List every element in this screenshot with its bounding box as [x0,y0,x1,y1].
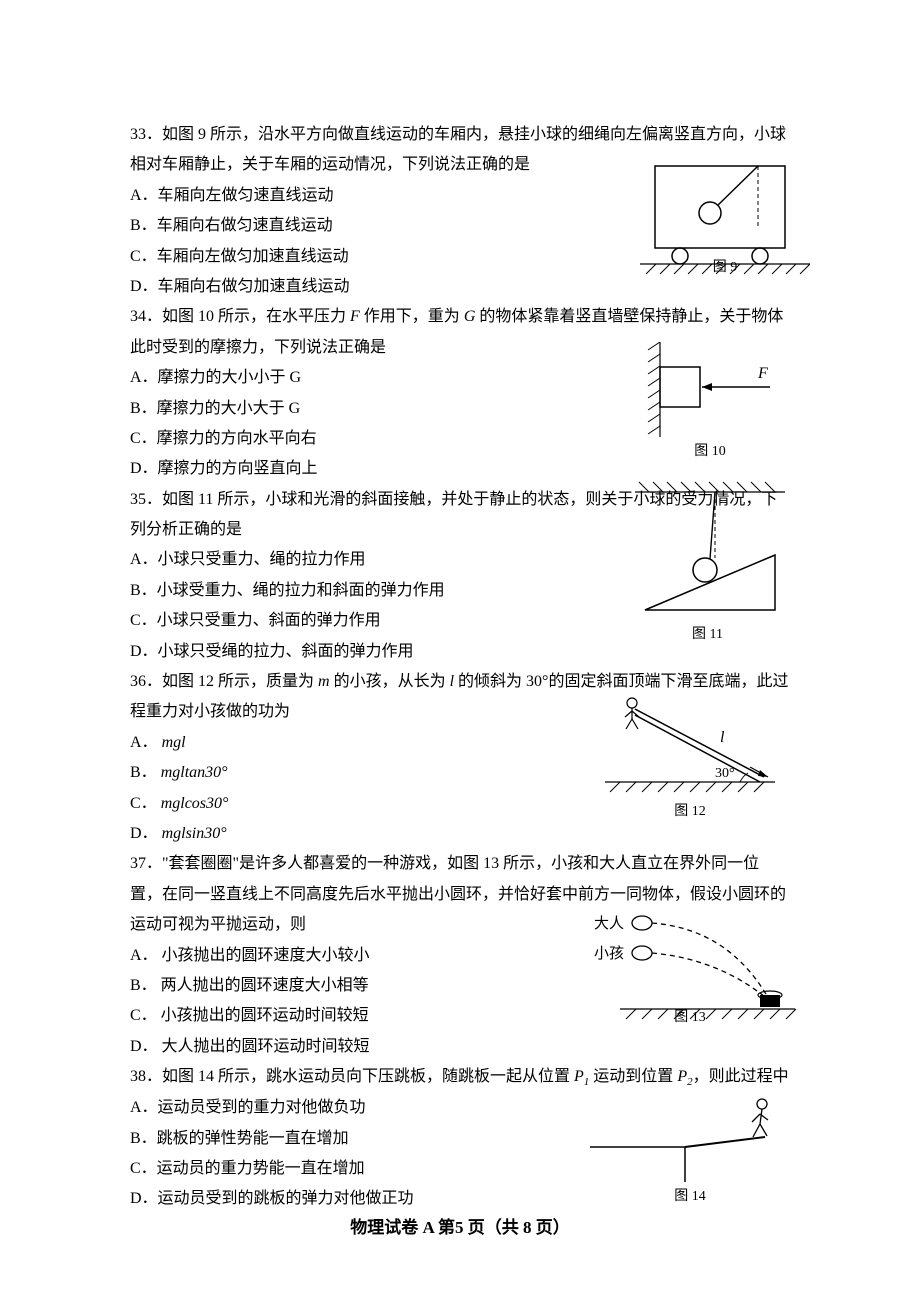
q37-option-d: D． 大人抛出的圆环运动时间较短 [130,1032,790,1062]
question-34: F 图 10 34．如图 10 所示，在水平压力 F 作用下，重为 G 的物体紧… [130,302,790,484]
svg-text:F: F [757,365,768,382]
figure-14-label: 图 14 [590,1184,790,1211]
question-36: 30° l 图 12 36．如图 12 所示，质量为 m 的小孩，从长为 l 的… [130,667,790,849]
question-33: 图 9 33．如图 9 所示，沿水平方向做直线运动的车厢内，悬挂小球的细绳向左偏… [130,120,790,302]
figure-13-label: 图 13 [580,1005,800,1032]
figure-9: 图 9 [640,158,810,278]
question-38: 图 14 38．如图 14 所示，跳水运动员向下压跳板，随跳板一起从位置 P1 … [130,1062,790,1215]
page-footer: 物理试卷 A 第5 页（共 8 页） [0,1212,920,1244]
question-35: 图 11 35．如图 11 所示，小球和光滑的斜面接触，并处于静止的状态，则关于… [130,485,790,667]
figure-11-label: 图 11 [625,622,790,649]
figure-10-label: 图 10 [640,439,780,466]
svg-text:l: l [720,729,725,746]
figure-9-label: 图 9 [640,255,810,282]
figure-12-label: 图 12 [600,799,780,826]
figure-11: 图 11 [625,480,790,649]
svg-text:大人: 大人 [594,915,624,932]
q38-stem: 38．如图 14 所示，跳水运动员向下压跳板，随跳板一起从位置 P1 运动到位置… [130,1062,790,1093]
figure-10: F 图 10 [640,342,780,466]
figure-14: 图 14 [590,1092,790,1211]
figure-12: 30° l 图 12 [600,697,780,826]
question-37: 大人 小孩 [130,849,790,1062]
svg-text:30°: 30° [715,766,735,781]
svg-text:小孩: 小孩 [594,945,624,962]
figure-13: 大人 小孩 [580,909,800,1029]
